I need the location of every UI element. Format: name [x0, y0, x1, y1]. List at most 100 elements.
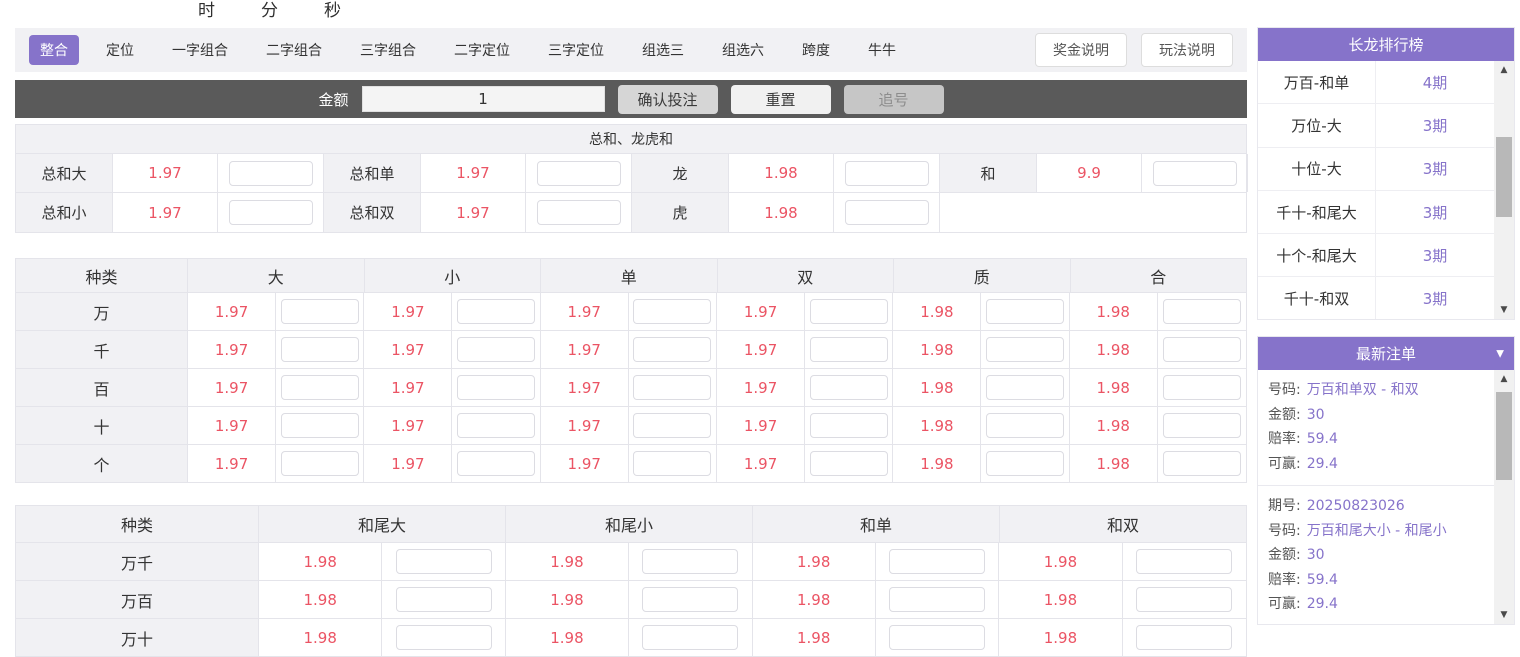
countdown-second-label: 秒 — [324, 1, 341, 21]
tab-zuxuan-san[interactable]: 组选三 — [642, 43, 684, 59]
bet-amount-input[interactable] — [889, 549, 986, 574]
sum-row-2: 总和小 1.97 总和双 1.97 虎 1.98 — [16, 193, 1246, 232]
latest-orders-panel: 最新注单 ▼ 号码: 万百和单双 - 和双 金额: 30 赔率: 59.4 可赢… — [1257, 336, 1515, 625]
dragon-streak: 4期 — [1422, 73, 1448, 92]
bet-odds: 1.97 — [717, 331, 806, 368]
bet-amount-input[interactable] — [633, 337, 712, 362]
tail-table-header: 种类 和尾大 和尾小 和单 和双 — [16, 506, 1246, 542]
bet-odds: 1.97 — [717, 407, 806, 444]
sum-row-1: 总和大 1.97 总和单 1.97 龙 1.98 和 9.9 — [16, 154, 1248, 193]
dragon-panel-scrollbar[interactable]: ▲ ▼ — [1494, 61, 1514, 319]
bet-amount-input[interactable] — [986, 375, 1065, 400]
bet-odds: 1.98 — [999, 543, 1123, 580]
scroll-down-icon[interactable]: ▼ — [1500, 610, 1508, 620]
bet-amount-input[interactable] — [633, 299, 712, 324]
bonus-info-button[interactable]: 奖金说明 — [1035, 33, 1127, 67]
bet-amount-input[interactable] — [536, 160, 621, 186]
bet-amount-input[interactable] — [228, 160, 313, 186]
bet-amount-input[interactable] — [1162, 337, 1241, 362]
order-odds-value: 59.4 — [1306, 571, 1338, 588]
bet-odds: 1.97 — [541, 445, 629, 482]
bet-amount-input[interactable] — [642, 587, 739, 612]
bet-amount-input[interactable] — [1136, 625, 1233, 650]
tab-erzi-zuhe[interactable]: 二字组合 — [266, 43, 322, 59]
bet-amount-input[interactable] — [395, 587, 492, 612]
tab-erzi-dingwei[interactable]: 二字定位 — [454, 43, 510, 59]
bet-odds: 1.98 — [1070, 369, 1158, 406]
chase-number-button[interactable]: 追号 — [843, 84, 944, 114]
tab-dingwei[interactable]: 定位 — [106, 43, 134, 59]
tab-yizi-zuhe[interactable]: 一字组合 — [172, 43, 228, 59]
bet-amount-input[interactable] — [457, 451, 536, 476]
bet-amount-input[interactable] — [889, 625, 986, 650]
bet-odds: 1.97 — [364, 331, 453, 368]
bet-amount-input[interactable] — [280, 375, 359, 400]
bet-amount-input[interactable] — [986, 451, 1065, 476]
amount-input[interactable] — [361, 86, 605, 112]
bet-amount-input[interactable] — [395, 625, 492, 650]
bet-amount-input[interactable] — [457, 337, 536, 362]
bet-odds: 1.98 — [1070, 407, 1158, 444]
reset-button[interactable]: 重置 — [730, 84, 831, 114]
bet-amount-input[interactable] — [809, 299, 888, 324]
bet-amount-input[interactable] — [986, 413, 1065, 438]
orders-panel-title: 最新注单 — [1355, 345, 1416, 363]
bet-amount-input[interactable] — [280, 413, 359, 438]
bet-amount-input[interactable] — [889, 587, 986, 612]
bet-amount-input[interactable] — [844, 160, 929, 186]
column-header: 质 — [894, 259, 1071, 292]
bet-odds: 1.97 — [364, 293, 453, 330]
scrollbar-thumb[interactable] — [1496, 137, 1512, 217]
bet-amount-input[interactable] — [1162, 299, 1241, 324]
tab-kuadu[interactable]: 跨度 — [802, 43, 830, 59]
bet-amount-input[interactable] — [844, 200, 929, 225]
tab-niuniu[interactable]: 牛牛 — [868, 43, 896, 59]
bet-amount-input[interactable] — [457, 299, 536, 324]
bet-amount-input[interactable] — [1152, 160, 1237, 186]
order-number-value: 万百和单双 - 和双 — [1306, 382, 1419, 398]
row-label: 万十 — [16, 619, 259, 656]
orders-panel-scrollbar[interactable]: ▲ ▼ — [1494, 370, 1514, 624]
countdown-labels: 时 分 秒 — [198, 0, 341, 21]
bet-amount-input[interactable] — [642, 549, 739, 574]
order-number-label: 号码: — [1268, 382, 1301, 398]
tab-zuxuan-liu[interactable]: 组选六 — [722, 43, 764, 59]
bet-amount-input[interactable] — [228, 200, 313, 225]
bet-amount-input[interactable] — [280, 451, 359, 476]
confirm-bet-button[interactable]: 确认投注 — [617, 84, 718, 114]
bet-amount-input[interactable] — [986, 299, 1065, 324]
bet-amount-input[interactable] — [1162, 451, 1241, 476]
bet-odds: 1.98 — [1070, 293, 1158, 330]
bet-amount-input[interactable] — [809, 451, 888, 476]
bet-amount-input[interactable] — [457, 413, 536, 438]
scrollbar-thumb[interactable] — [1496, 392, 1512, 480]
bet-amount-input[interactable] — [809, 337, 888, 362]
bet-amount-input[interactable] — [809, 375, 888, 400]
bet-amount-input[interactable] — [986, 337, 1065, 362]
bet-amount-input[interactable] — [633, 375, 712, 400]
bet-amount-input[interactable] — [809, 413, 888, 438]
dragon-row: 万位-大 3期 — [1258, 104, 1494, 148]
bet-amount-input[interactable] — [633, 451, 712, 476]
bet-amount-input[interactable] — [457, 375, 536, 400]
collapse-chevron-icon[interactable]: ▼ — [1496, 348, 1504, 359]
tab-sanzi-zuhe[interactable]: 三字组合 — [360, 43, 416, 59]
bet-amount-input[interactable] — [280, 299, 359, 324]
scroll-up-icon[interactable]: ▲ — [1500, 65, 1508, 75]
bet-amount-input[interactable] — [395, 549, 492, 574]
tab-zhenghe[interactable]: 整合 — [29, 35, 79, 65]
rules-info-button[interactable]: 玩法说明 — [1141, 33, 1233, 67]
bet-amount-input[interactable] — [280, 337, 359, 362]
bet-amount-input[interactable] — [1136, 549, 1233, 574]
bet-amount-input[interactable] — [1136, 587, 1233, 612]
bet-amount-input[interactable] — [536, 200, 621, 225]
bet-amount-input[interactable] — [633, 413, 712, 438]
bet-amount-input[interactable] — [642, 625, 739, 650]
scroll-down-icon[interactable]: ▼ — [1500, 305, 1508, 315]
bet-amount-input[interactable] — [1162, 375, 1241, 400]
scroll-up-icon[interactable]: ▲ — [1500, 374, 1508, 384]
bet-amount-input[interactable] — [1162, 413, 1241, 438]
tab-sanzi-dingwei[interactable]: 三字定位 — [548, 43, 604, 59]
order-odds-value: 59.4 — [1306, 431, 1338, 447]
order-issue-value: 20250823026 — [1306, 498, 1405, 514]
